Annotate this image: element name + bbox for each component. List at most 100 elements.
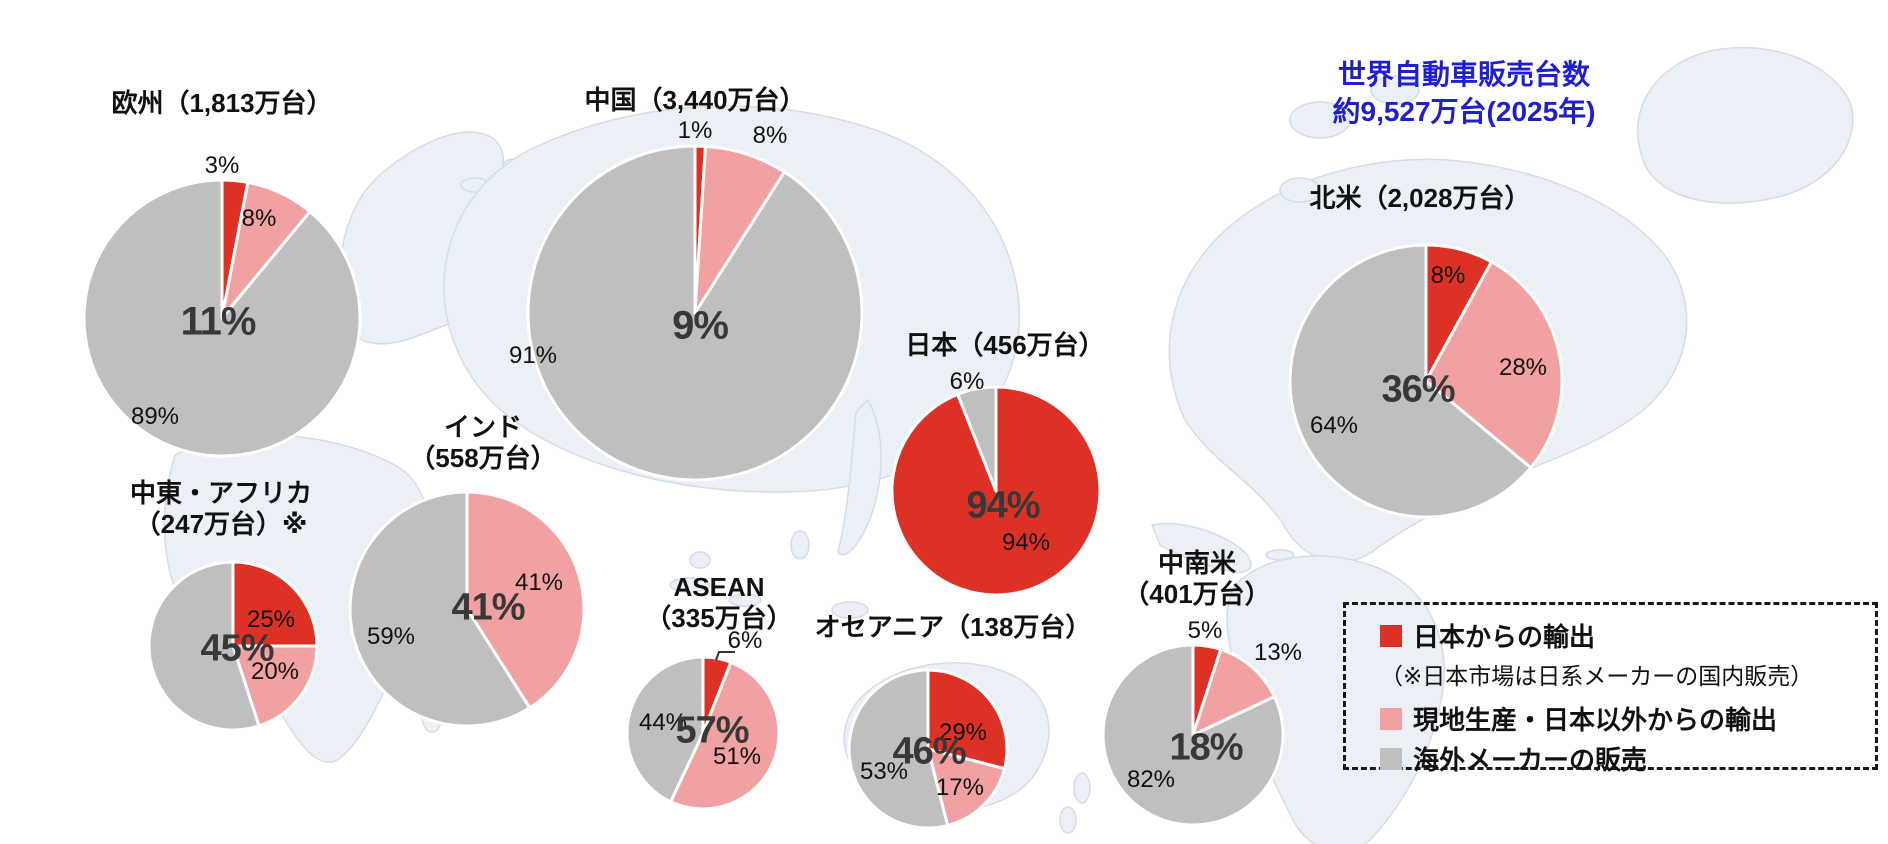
pie-north_america-slice-2 (1288, 243, 1533, 519)
pie-title-middle_east_africa-line1: 中東・アフリカ (129, 478, 313, 508)
pie-title-north_america-line1: 北米（2,028万台） (1309, 183, 1531, 213)
pie-europe-slice-2-label: 89% (130, 403, 180, 430)
pie-center-label-north_america: 36% (1381, 368, 1455, 411)
pie-north_america-slice-1 (1424, 260, 1564, 470)
pie-north_america-slice-0-label: 8% (1430, 262, 1466, 289)
pie-title-europe: 欧州（1,813万台） (111, 88, 332, 119)
pie-center-label-europe: 11% (180, 299, 257, 344)
pie-china-slice-2 (526, 144, 864, 482)
pie-title-oceania-line1: オセアニア（138万台） (814, 612, 1092, 642)
pie-title-middle_east_africa: 中東・アフリカ （247万台）※ (130, 478, 312, 540)
pie-oceania-slice-1 (926, 747, 1007, 828)
legend-swatch-gray (1380, 747, 1402, 770)
pie-title-india-line2: （558万台） (409, 443, 557, 473)
chart-title-line2: 約9,527万台(2025年) (1332, 96, 1596, 127)
map-arctic-island-4 (1370, 75, 1420, 105)
pie-japan-slice-1 (956, 385, 998, 493)
pie-asean-slice-1 (669, 660, 781, 811)
pie-latin_america-slice-2 (1101, 643, 1285, 827)
pie-title-latin_america-line2: （401万台） (1123, 579, 1271, 609)
pie-latin_america-slice-1 (1191, 647, 1276, 737)
pie-middle_east_africa-slice-1-label: 20% (250, 658, 300, 685)
pie-title-india: インド （558万台） (409, 412, 556, 474)
pie-china-slice-0-label: 1% (677, 117, 713, 144)
pie-asean-slice-2-label: 44% (638, 709, 688, 736)
pie-europe (82, 178, 362, 458)
map-new-zealand-north (1073, 772, 1091, 804)
legend-item-local-production: 現地生産・日本以外からの輸出 (1380, 700, 1875, 737)
map-central-america (1150, 522, 1252, 574)
pie-center-label-latin_america: 18% (1169, 726, 1243, 769)
map-arctic-island-5 (1279, 177, 1321, 203)
pie-title-oceania: オセアニア（138万台） (815, 612, 1092, 643)
pie-center-label-oceania: 46% (892, 730, 966, 773)
pie-center-label-asean: 57% (675, 709, 749, 752)
pie-india-slice-1 (348, 490, 532, 728)
pie-center-label-india: 41% (451, 586, 525, 629)
pie-title-latin_america-line1: 中南米 (1157, 548, 1237, 578)
legend-label-local-production: 現地生産・日本以外からの輸出 (1413, 705, 1778, 735)
pie-title-japan: 日本（456万台） (905, 330, 1104, 361)
legend-label-foreign-makers: 海外メーカーの販売 (1413, 745, 1648, 775)
pie-title-china-line1: 中国（3,440万台） (584, 85, 806, 115)
legend-swatch-pink (1380, 707, 1402, 730)
pie-title-asean-line2: （335万台） (645, 603, 793, 633)
pie-middle_east_africa-slice-0-label: 25% (246, 606, 296, 633)
pie-asean-slice-1-label: 51% (712, 743, 762, 770)
map-borneo (689, 551, 711, 569)
pie-title-japan-line1: 日本（456万台） (905, 330, 1105, 360)
pie-oceania-slice-0 (926, 668, 1009, 771)
pie-oceania-slice-2 (847, 668, 950, 830)
pie-india-slice-1-label: 59% (366, 623, 416, 650)
legend-item-japan-export: 日本からの輸出 (1380, 617, 1875, 654)
map-new-zealand-south (1059, 806, 1077, 834)
pie-center-label-japan: 94% (966, 484, 1040, 527)
map-japan-archipelago (837, 398, 882, 556)
pie-oceania (847, 668, 1009, 830)
pie-latin_america-slice-0-label: 5% (1187, 617, 1223, 644)
pie-japan-slice-0-label: 94% (1001, 529, 1051, 556)
pie-latin_america-slice-2-label: 82% (1126, 766, 1176, 793)
pie-middle_east_africa-slice-0 (231, 560, 319, 648)
pie-europe-slice-1-label: 8% (241, 205, 277, 232)
pie-asean-slice-2 (625, 655, 705, 804)
pie-latin_america-slice-1-label: 13% (1253, 639, 1303, 666)
legend-swatch-red (1380, 624, 1402, 647)
pie-oceania-slice-1-label: 17% (935, 774, 985, 801)
pie-title-latin_america: 中南米 （401万台） (1123, 548, 1270, 610)
pie-title-europe-line1: 欧州（1,813万台） (111, 88, 333, 118)
pie-oceania-slice-0-label: 29% (938, 719, 988, 746)
map-java (728, 593, 762, 607)
pie-title-india-line1: インド (443, 412, 523, 442)
pie-india-slice-0-label: 41% (514, 569, 564, 596)
chart-title-line1: 世界自動車販売台数 (1337, 59, 1591, 90)
pie-asean-slice-0-label: 6% (727, 627, 763, 654)
pie-oceania-slice-2-label: 53% (859, 758, 909, 785)
map-philippines (790, 530, 810, 560)
pie-center-label-china: 9% (672, 303, 729, 348)
pie-center-label-middle_east_africa: 45% (200, 627, 274, 670)
pie-europe-slice-0-label: 3% (204, 152, 240, 179)
pie-china (526, 144, 864, 482)
pie-china-slice-2-label: 91% (508, 342, 558, 369)
pie-latin_america (1101, 643, 1285, 827)
pie-middle_east_africa (147, 560, 319, 732)
pie-title-asean-line1: ASEAN (673, 572, 765, 602)
map-sumatra (669, 577, 711, 593)
pie-north_america (1288, 243, 1564, 519)
pie-north_america-slice-2-label: 64% (1309, 412, 1359, 439)
pie-middle_east_africa-slice-2 (147, 560, 261, 732)
pie-japan (890, 385, 1102, 597)
legend-note-japan-market: （※日本市場は日系メーカーの国内販売） (1380, 663, 1814, 689)
map-new-guinea (831, 601, 869, 619)
pie-china-slice-1-label: 8% (752, 122, 788, 149)
pie-asean (625, 655, 781, 811)
map-arctic-island-3 (1289, 101, 1351, 139)
pie-title-asean: ASEAN （335万台） (645, 572, 792, 634)
legend-box: 日本からの輸出 （※日本市場は日系メーカーの国内販売） 現地生産・日本以外からの… (1343, 602, 1878, 775)
chart-title: 世界自動車販売台数 約9,527万台(2025年) (1332, 56, 1595, 130)
pie-north_america-slice-1-label: 28% (1498, 354, 1548, 381)
pie-title-middle_east_africa-line2: （247万台）※ (134, 509, 308, 539)
